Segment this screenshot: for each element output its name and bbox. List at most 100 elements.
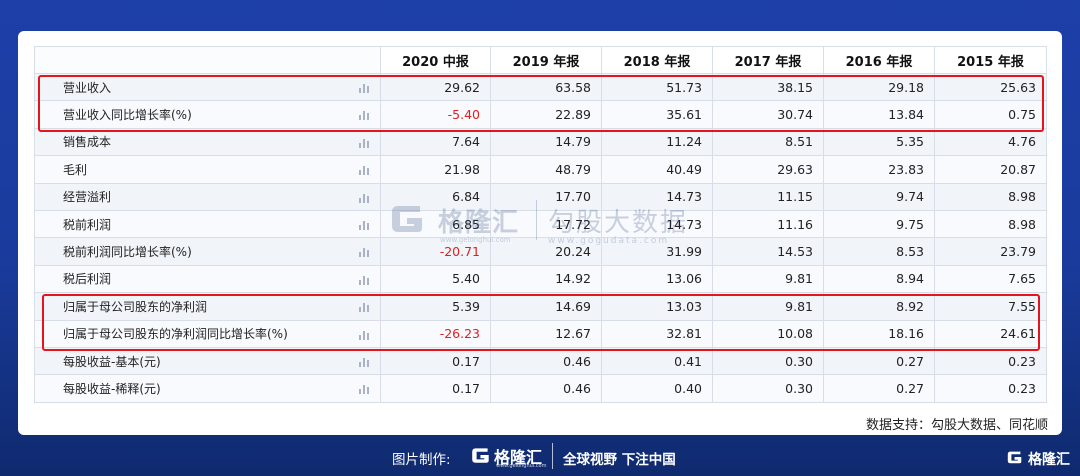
table-row: 毛利 21.98 48.79 40.49 29.63 23.83 20.87 (34, 155, 1047, 184)
value-cell: 14.92 (490, 264, 602, 294)
value-cell: 20.24 (490, 237, 602, 266)
value-cell: 13.06 (601, 264, 713, 294)
value-cell: 14.53 (712, 237, 824, 266)
row-label: 每股收益-稀释(元) (63, 381, 161, 396)
row-label-cell: 营业收入同比增长率(%) (34, 100, 381, 129)
table-row: 销售成本 7.64 14.79 11.24 8.51 5.35 4.76 (34, 127, 1047, 157)
row-label-cell: 每股收益-稀释(元) (34, 374, 381, 403)
row-label: 毛利 (63, 162, 88, 177)
row-label-cell: 税后利润 (34, 264, 381, 294)
value-cell: -5.40 (380, 100, 491, 129)
table-row: 税后利润 5.40 14.92 13.06 9.81 8.94 7.65 (34, 264, 1047, 294)
bar-chart-icon[interactable] (359, 384, 370, 395)
made-by-label: 图片制作: (392, 452, 451, 468)
value-cell: 4.76 (934, 127, 1047, 157)
table-row: 税前利润同比增长率(%) -20.71 20.24 31.99 14.53 8.53 23.… (34, 237, 1047, 266)
row-label-cell: 销售成本 (34, 127, 381, 157)
value-cell: 0.23 (934, 374, 1047, 403)
value-cell: 0.27 (823, 374, 935, 403)
value-cell: 35.61 (601, 100, 713, 129)
value-cell: 8.94 (823, 264, 935, 294)
value-cell: 63.58 (490, 72, 602, 102)
value-cell: 23.79 (934, 237, 1047, 266)
value-cell: 0.46 (490, 346, 602, 376)
bar-chart-icon[interactable] (359, 357, 370, 367)
value-cell: 0.46 (490, 374, 602, 403)
value-cell: 32.81 (601, 319, 713, 348)
row-label-cell: 税前利润同比增长率(%) (34, 237, 381, 266)
value-cell: 20.87 (934, 155, 1047, 184)
header-2020-interim: 2020 中报 (380, 46, 491, 74)
value-cell: 7.55 (934, 292, 1047, 321)
footer-divider (552, 443, 553, 469)
row-label: 归属于母公司股东的净利润同比增长率(%) (63, 327, 288, 342)
bar-chart-icon[interactable] (359, 275, 370, 285)
value-cell: 40.49 (601, 155, 713, 184)
value-cell: 0.17 (380, 346, 491, 376)
bar-chart-icon[interactable] (359, 220, 370, 230)
bar-chart-icon[interactable] (359, 83, 370, 93)
row-label-cell: 营业收入 (34, 72, 381, 102)
value-cell: 30.74 (712, 100, 824, 129)
corner-brand: 格隆汇 (1028, 452, 1070, 468)
value-cell: 17.72 (490, 209, 602, 239)
table-row: 经营溢利 6.84 17.70 14.73 11.15 9.74 8.98 (34, 182, 1047, 211)
row-label: 税后利润 (63, 272, 112, 287)
header-2017-annual: 2017 年报 (712, 46, 824, 74)
bar-chart-icon[interactable] (359, 302, 370, 313)
row-label: 销售成本 (63, 135, 112, 150)
table-row: 每股收益-稀释(元) 0.17 0.46 0.40 0.30 0.27 0.23 (34, 374, 1047, 403)
value-cell: 51.73 (601, 72, 713, 102)
value-cell: 8.92 (823, 292, 935, 321)
value-cell: 5.35 (823, 127, 935, 157)
value-cell: 7.65 (934, 264, 1047, 294)
value-cell: 0.75 (934, 100, 1047, 129)
value-cell: -26.23 (380, 319, 491, 348)
table-row: 归属于母公司股东的净利润同比增长率(%) -26.23 12.67 32.81 10.0… (34, 319, 1047, 348)
value-cell: 8.98 (934, 182, 1047, 211)
value-cell: 11.15 (712, 182, 824, 211)
footer-bar: 图片制作: 格隆汇 www.gelonghui.com 全球视野 下注中国 格隆… (0, 436, 1080, 476)
row-label: 税前利润同比增长率(%) (63, 245, 192, 260)
highlight-box-net-profit (42, 294, 1040, 351)
bar-chart-icon[interactable] (359, 193, 370, 203)
value-cell: 0.27 (823, 346, 935, 376)
bar-chart-icon[interactable] (359, 165, 370, 176)
row-label-cell: 毛利 (34, 155, 381, 184)
table-row: 归属于母公司股东的净利润 5.39 14.69 13.03 9.81 8.92 7.55 (34, 292, 1047, 321)
value-cell: -20.71 (380, 237, 491, 266)
value-cell: 13.03 (601, 292, 713, 321)
bar-chart-icon[interactable] (359, 110, 370, 121)
value-cell: 22.89 (490, 100, 602, 129)
value-cell: 0.40 (601, 374, 713, 403)
value-cell: 8.51 (712, 127, 824, 157)
value-cell: 14.79 (490, 127, 602, 157)
table-header-row: 2020 中报 2019 年报 2018 年报 2017 年报 2016 年报 … (34, 46, 1047, 74)
value-cell: 11.16 (712, 209, 824, 239)
value-cell: 23.83 (823, 155, 935, 184)
row-label-cell: 每股收益-基本(元) (34, 346, 381, 376)
value-cell: 0.23 (934, 346, 1047, 376)
value-cell: 48.79 (490, 155, 602, 184)
table-row: 营业收入 29.62 63.58 51.73 38.15 29.18 25.63 (34, 72, 1047, 102)
value-cell: 9.74 (823, 182, 935, 211)
corner-logo-icon (1007, 451, 1022, 464)
header-2015-annual: 2015 年报 (934, 46, 1047, 74)
value-cell: 21.98 (380, 155, 491, 184)
value-cell: 5.40 (380, 264, 491, 294)
table-row: 税前利润 6.85 17.72 14.73 11.16 9.75 8.98 (34, 209, 1047, 239)
row-label-cell: 税前利润 (34, 209, 381, 239)
value-cell: 13.84 (823, 100, 935, 129)
value-cell: 24.61 (934, 319, 1047, 348)
row-label: 税前利润 (63, 217, 112, 232)
value-cell: 29.62 (380, 72, 491, 102)
value-cell: 0.30 (712, 346, 824, 376)
header-2019-annual: 2019 年报 (490, 46, 602, 74)
bar-chart-icon[interactable] (359, 330, 370, 340)
value-cell: 29.18 (823, 72, 935, 102)
bar-chart-icon[interactable] (359, 138, 370, 148)
row-label: 归属于母公司股东的净利润 (63, 299, 208, 314)
value-cell: 8.98 (934, 209, 1047, 239)
bar-chart-icon[interactable] (359, 247, 370, 258)
header-2016-annual: 2016 年报 (823, 46, 935, 74)
